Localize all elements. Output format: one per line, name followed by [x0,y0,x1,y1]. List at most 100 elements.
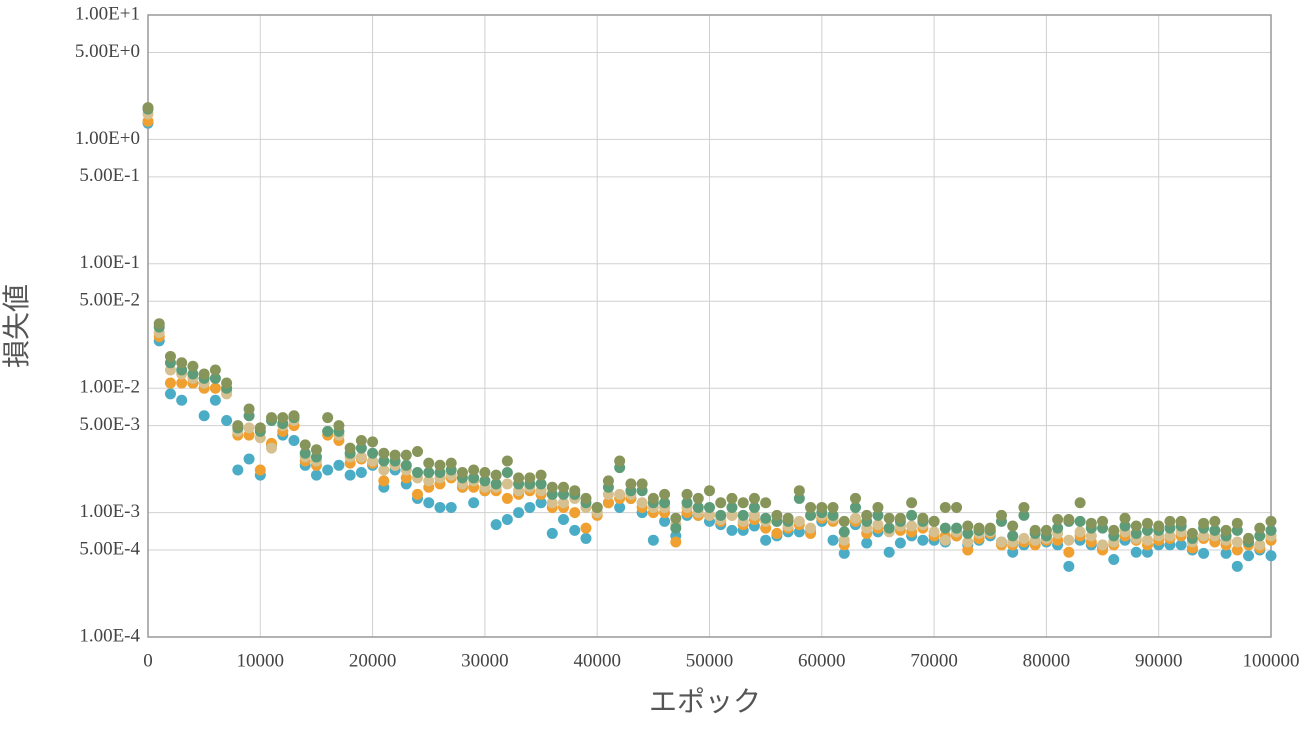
point [513,507,525,519]
y-tick-label: 5.00E+0 [75,41,140,62]
point [827,509,839,521]
point [692,492,704,504]
point [1074,497,1086,509]
point [468,497,480,509]
point [288,434,300,446]
point [995,509,1007,521]
point [704,501,715,513]
point [760,534,772,546]
point [412,488,424,500]
point [569,507,581,519]
point [490,519,502,531]
point [344,469,356,481]
point [951,522,963,534]
point [939,501,951,513]
point [580,492,592,504]
point [625,478,637,490]
point [647,492,659,504]
x-tick-label: 100000 [1243,650,1300,671]
point [1153,520,1165,532]
point [569,485,581,497]
point [704,509,715,521]
point [636,497,648,509]
point [164,377,176,389]
point [254,464,266,476]
point [838,515,850,527]
point [333,459,345,471]
point [1063,546,1075,558]
point [917,534,929,546]
point [299,447,311,459]
point [1141,534,1153,546]
point [355,467,367,479]
point [602,497,614,509]
point [1198,547,1210,559]
point [681,497,693,509]
point [445,457,457,469]
point [1231,544,1243,556]
point [805,509,817,521]
point [1220,547,1232,559]
y-tick-label: 1.00E+0 [75,128,140,149]
point [400,449,412,461]
point [748,492,760,504]
point [805,501,817,513]
point [1018,509,1030,521]
point [580,532,592,544]
point [400,459,412,471]
point [412,467,424,479]
y-axis-title: 損失値 [0,284,33,368]
point [288,410,300,422]
point [355,434,367,446]
point [928,526,940,538]
point [434,501,446,513]
point [973,522,985,534]
point [187,360,199,372]
point [748,509,760,521]
point [445,501,457,513]
point [1254,522,1266,534]
point [221,377,233,389]
point [355,442,367,454]
point [1186,527,1198,539]
point [771,527,783,539]
point [872,501,884,513]
point [355,451,367,463]
point [490,469,502,481]
point [670,522,682,534]
point [513,472,525,484]
point [378,464,390,476]
point [1108,524,1120,536]
point [962,536,974,548]
point [1074,515,1086,527]
point [423,457,435,469]
point [681,488,693,500]
point [1265,524,1277,536]
y-tick-label: 5.00E-2 [79,290,140,311]
point [1007,520,1019,532]
point [1198,530,1210,542]
point [1265,515,1277,527]
point [726,509,738,521]
point [659,488,671,500]
point [1085,517,1097,529]
point [164,388,176,400]
point [1108,553,1120,565]
point [602,475,614,487]
point [389,449,401,461]
point [580,522,592,534]
point [569,524,581,536]
point [760,512,772,524]
point [546,481,558,493]
point [344,442,356,454]
point [501,467,513,479]
point [849,512,861,524]
point [726,524,738,536]
point [546,527,558,539]
y-tick-label: 1.00E-4 [79,625,140,646]
point [198,368,210,380]
point [277,412,289,424]
point [883,512,895,524]
y-tick-label: 1.00E-2 [79,377,140,398]
